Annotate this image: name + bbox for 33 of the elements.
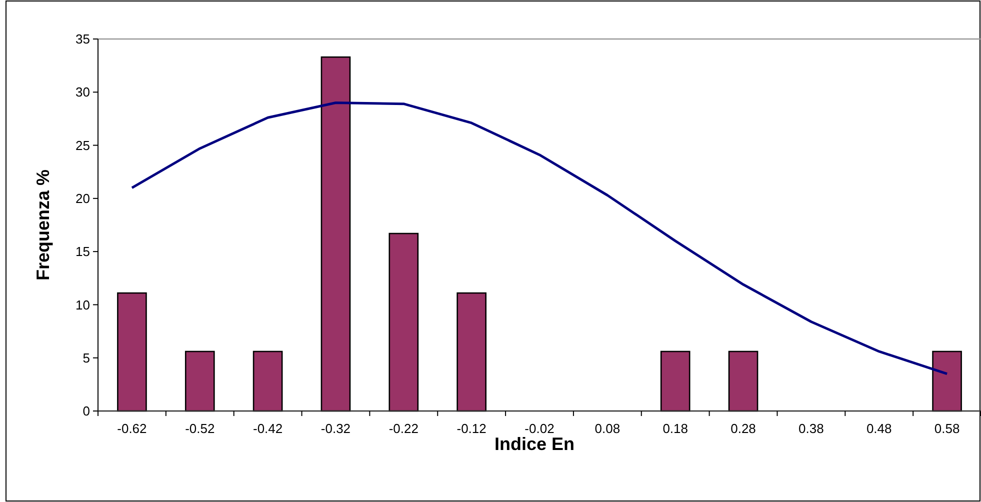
x-tick-label: 0.58 (934, 421, 960, 436)
x-tick-label: -0.52 (185, 421, 215, 436)
x-tick-label: 0.18 (662, 421, 688, 436)
x-tick-label: -0.62 (117, 421, 147, 436)
bar (252, 350, 283, 412)
y-axis-title: Frequenza % (33, 169, 53, 281)
x-tick-label: -0.42 (252, 421, 283, 436)
x-tick-label: 0.28 (730, 421, 756, 436)
x-tick-label: 0.08 (594, 421, 620, 436)
x-tick-label: 0.48 (866, 421, 892, 436)
y-tick-label: 10 (76, 297, 90, 312)
y-tick-label: 15 (76, 244, 90, 260)
bar (456, 292, 486, 412)
x-tick-label: 0.38 (798, 421, 824, 436)
x-tick-label: -0.22 (388, 421, 418, 436)
x-axis-title: Indice En (494, 434, 575, 454)
bar (728, 350, 758, 412)
y-tick-label: 20 (76, 190, 90, 206)
x-tick-label: -0.02 (524, 421, 554, 436)
y-tick-label: 30 (76, 84, 90, 100)
bar (932, 350, 962, 412)
bar (388, 232, 419, 412)
bar (117, 292, 147, 412)
y-tick-label: 35 (76, 32, 90, 47)
x-tick-label: -0.12 (456, 421, 486, 436)
bar (184, 350, 215, 412)
y-tick-label: 25 (76, 138, 90, 153)
y-tick-label: 0 (82, 404, 90, 419)
x-tick-label: -0.32 (320, 421, 351, 436)
y-tick-label: 5 (82, 350, 90, 366)
line-series (130, 102, 948, 376)
bar (660, 350, 690, 412)
bar (320, 56, 351, 412)
